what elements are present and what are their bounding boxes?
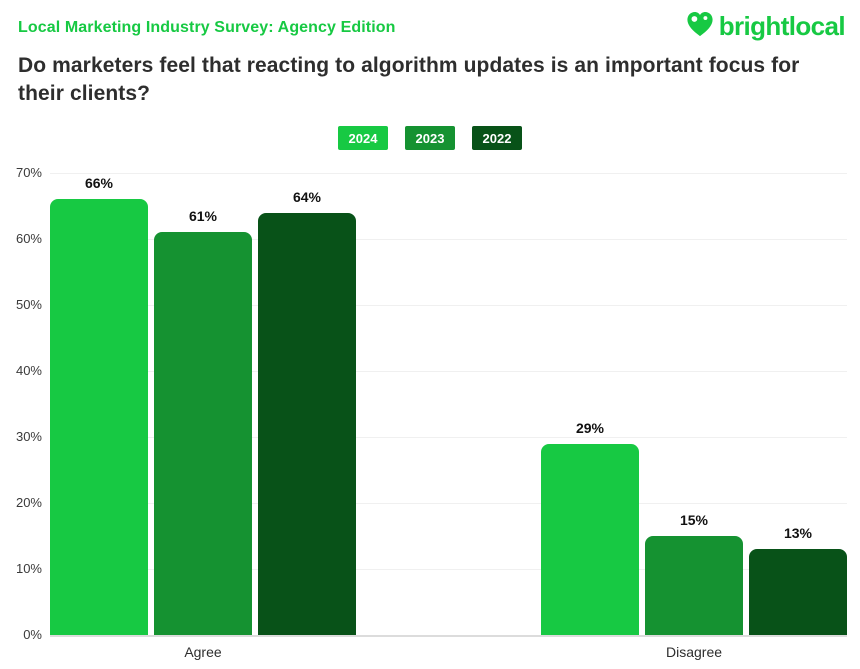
bar-value-2022-disagree: 13% <box>783 525 813 542</box>
bar-2022-agree <box>258 212 356 635</box>
chart-question-title: Do marketers feel that reacting to algor… <box>18 54 800 105</box>
bar-value-2022-agree: 64% <box>292 188 322 205</box>
y-tick-label: 30% <box>15 429 42 444</box>
bar-value-2023-agree: 61% <box>188 208 218 225</box>
y-tick-label: 60% <box>15 231 42 246</box>
gridline-50 <box>50 305 847 306</box>
bar-2023-disagree <box>645 536 743 635</box>
legend-chip-2023: 2023 <box>405 126 455 150</box>
gridline-60 <box>50 239 847 240</box>
x-axis-baseline <box>50 635 847 637</box>
brightlocal-wordmark: brightlocal <box>718 11 846 41</box>
legend-chip-2022: 2022 <box>472 126 522 150</box>
bar-value-2024-disagree: 29% <box>575 419 605 436</box>
brightlocal-heart-pin-icon <box>685 10 715 43</box>
chart-legend: 2024 2023 2022 <box>0 126 860 150</box>
y-tick-label: 10% <box>15 561 42 576</box>
bar-value-2023-disagree: 15% <box>679 512 709 528</box>
gridline-10 <box>50 569 847 570</box>
gridline-70 <box>50 173 847 174</box>
bar-2024-agree <box>50 199 148 635</box>
y-tick-label: 70% <box>15 165 42 180</box>
legend-chip-2024: 2024 <box>338 126 388 150</box>
bar-2022-disagree <box>749 549 847 635</box>
bar-2024-disagree <box>541 443 639 635</box>
gridline-30 <box>50 437 847 438</box>
y-tick-label: 50% <box>15 297 42 312</box>
x-category-label-disagree: Disagree <box>665 644 723 660</box>
y-tick-label: 40% <box>15 363 42 378</box>
y-tick-label: 20% <box>15 495 42 510</box>
bar-2023-agree <box>154 232 252 635</box>
brightlocal-logo: brightlocal <box>685 10 846 43</box>
gridline-40 <box>50 371 847 372</box>
x-category-label-agree: Agree <box>184 644 222 660</box>
bar-value-2024-agree: 66% <box>84 175 114 192</box>
y-tick-label: 0% <box>23 627 42 642</box>
gridline-20 <box>50 503 847 504</box>
survey-kicker: Local Marketing Industry Survey: Agency … <box>18 19 396 36</box>
